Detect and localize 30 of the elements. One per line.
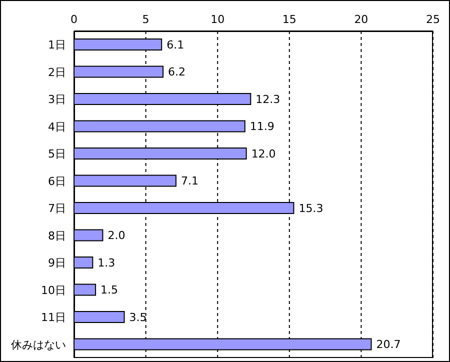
- data-label: 12.3: [256, 92, 280, 106]
- x-tick-label: 5: [142, 13, 150, 26]
- y-tick-label: 8日: [48, 229, 66, 242]
- y-tick-label: 6日: [48, 174, 66, 188]
- y-tick-label: 2日: [48, 66, 66, 79]
- x-tick-label: 25: [426, 13, 440, 26]
- data-label: 11.9: [250, 120, 274, 134]
- y-tick-label: 1日: [48, 38, 66, 52]
- y-tick-label: 5日: [48, 148, 66, 161]
- x-tick-label: 10: [210, 13, 225, 26]
- y-tick-label: 3日: [48, 93, 66, 106]
- x-tick-label: 0: [70, 13, 78, 26]
- data-label: 3.5: [129, 310, 147, 324]
- data-label: 12.0: [251, 147, 276, 160]
- y-tick-label: 休みはない: [11, 338, 66, 352]
- x-tick-label: 20: [354, 13, 368, 26]
- data-label: 6.1: [166, 38, 184, 52]
- data-label: 20.7: [376, 338, 401, 352]
- data-label: 7.1: [180, 174, 198, 188]
- data-label: 2.0: [108, 229, 126, 242]
- y-tick-label: 4日: [48, 120, 66, 134]
- data-label: 15.3: [298, 202, 324, 215]
- y-tick-label: 10日: [41, 284, 66, 297]
- data-label: 1.5: [100, 284, 118, 297]
- data-label: 6.2: [168, 66, 186, 79]
- y-tick-label: 11日: [41, 311, 66, 324]
- data-label: 1.3: [98, 256, 116, 270]
- x-tick-label: 15: [282, 13, 296, 26]
- y-tick-label: 7日: [48, 202, 66, 216]
- y-tick-label: 9日: [48, 256, 66, 270]
